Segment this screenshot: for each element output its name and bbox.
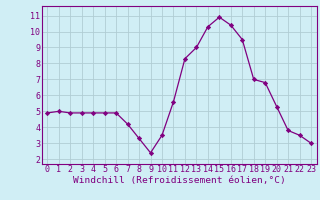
X-axis label: Windchill (Refroidissement éolien,°C): Windchill (Refroidissement éolien,°C) xyxy=(73,176,285,185)
